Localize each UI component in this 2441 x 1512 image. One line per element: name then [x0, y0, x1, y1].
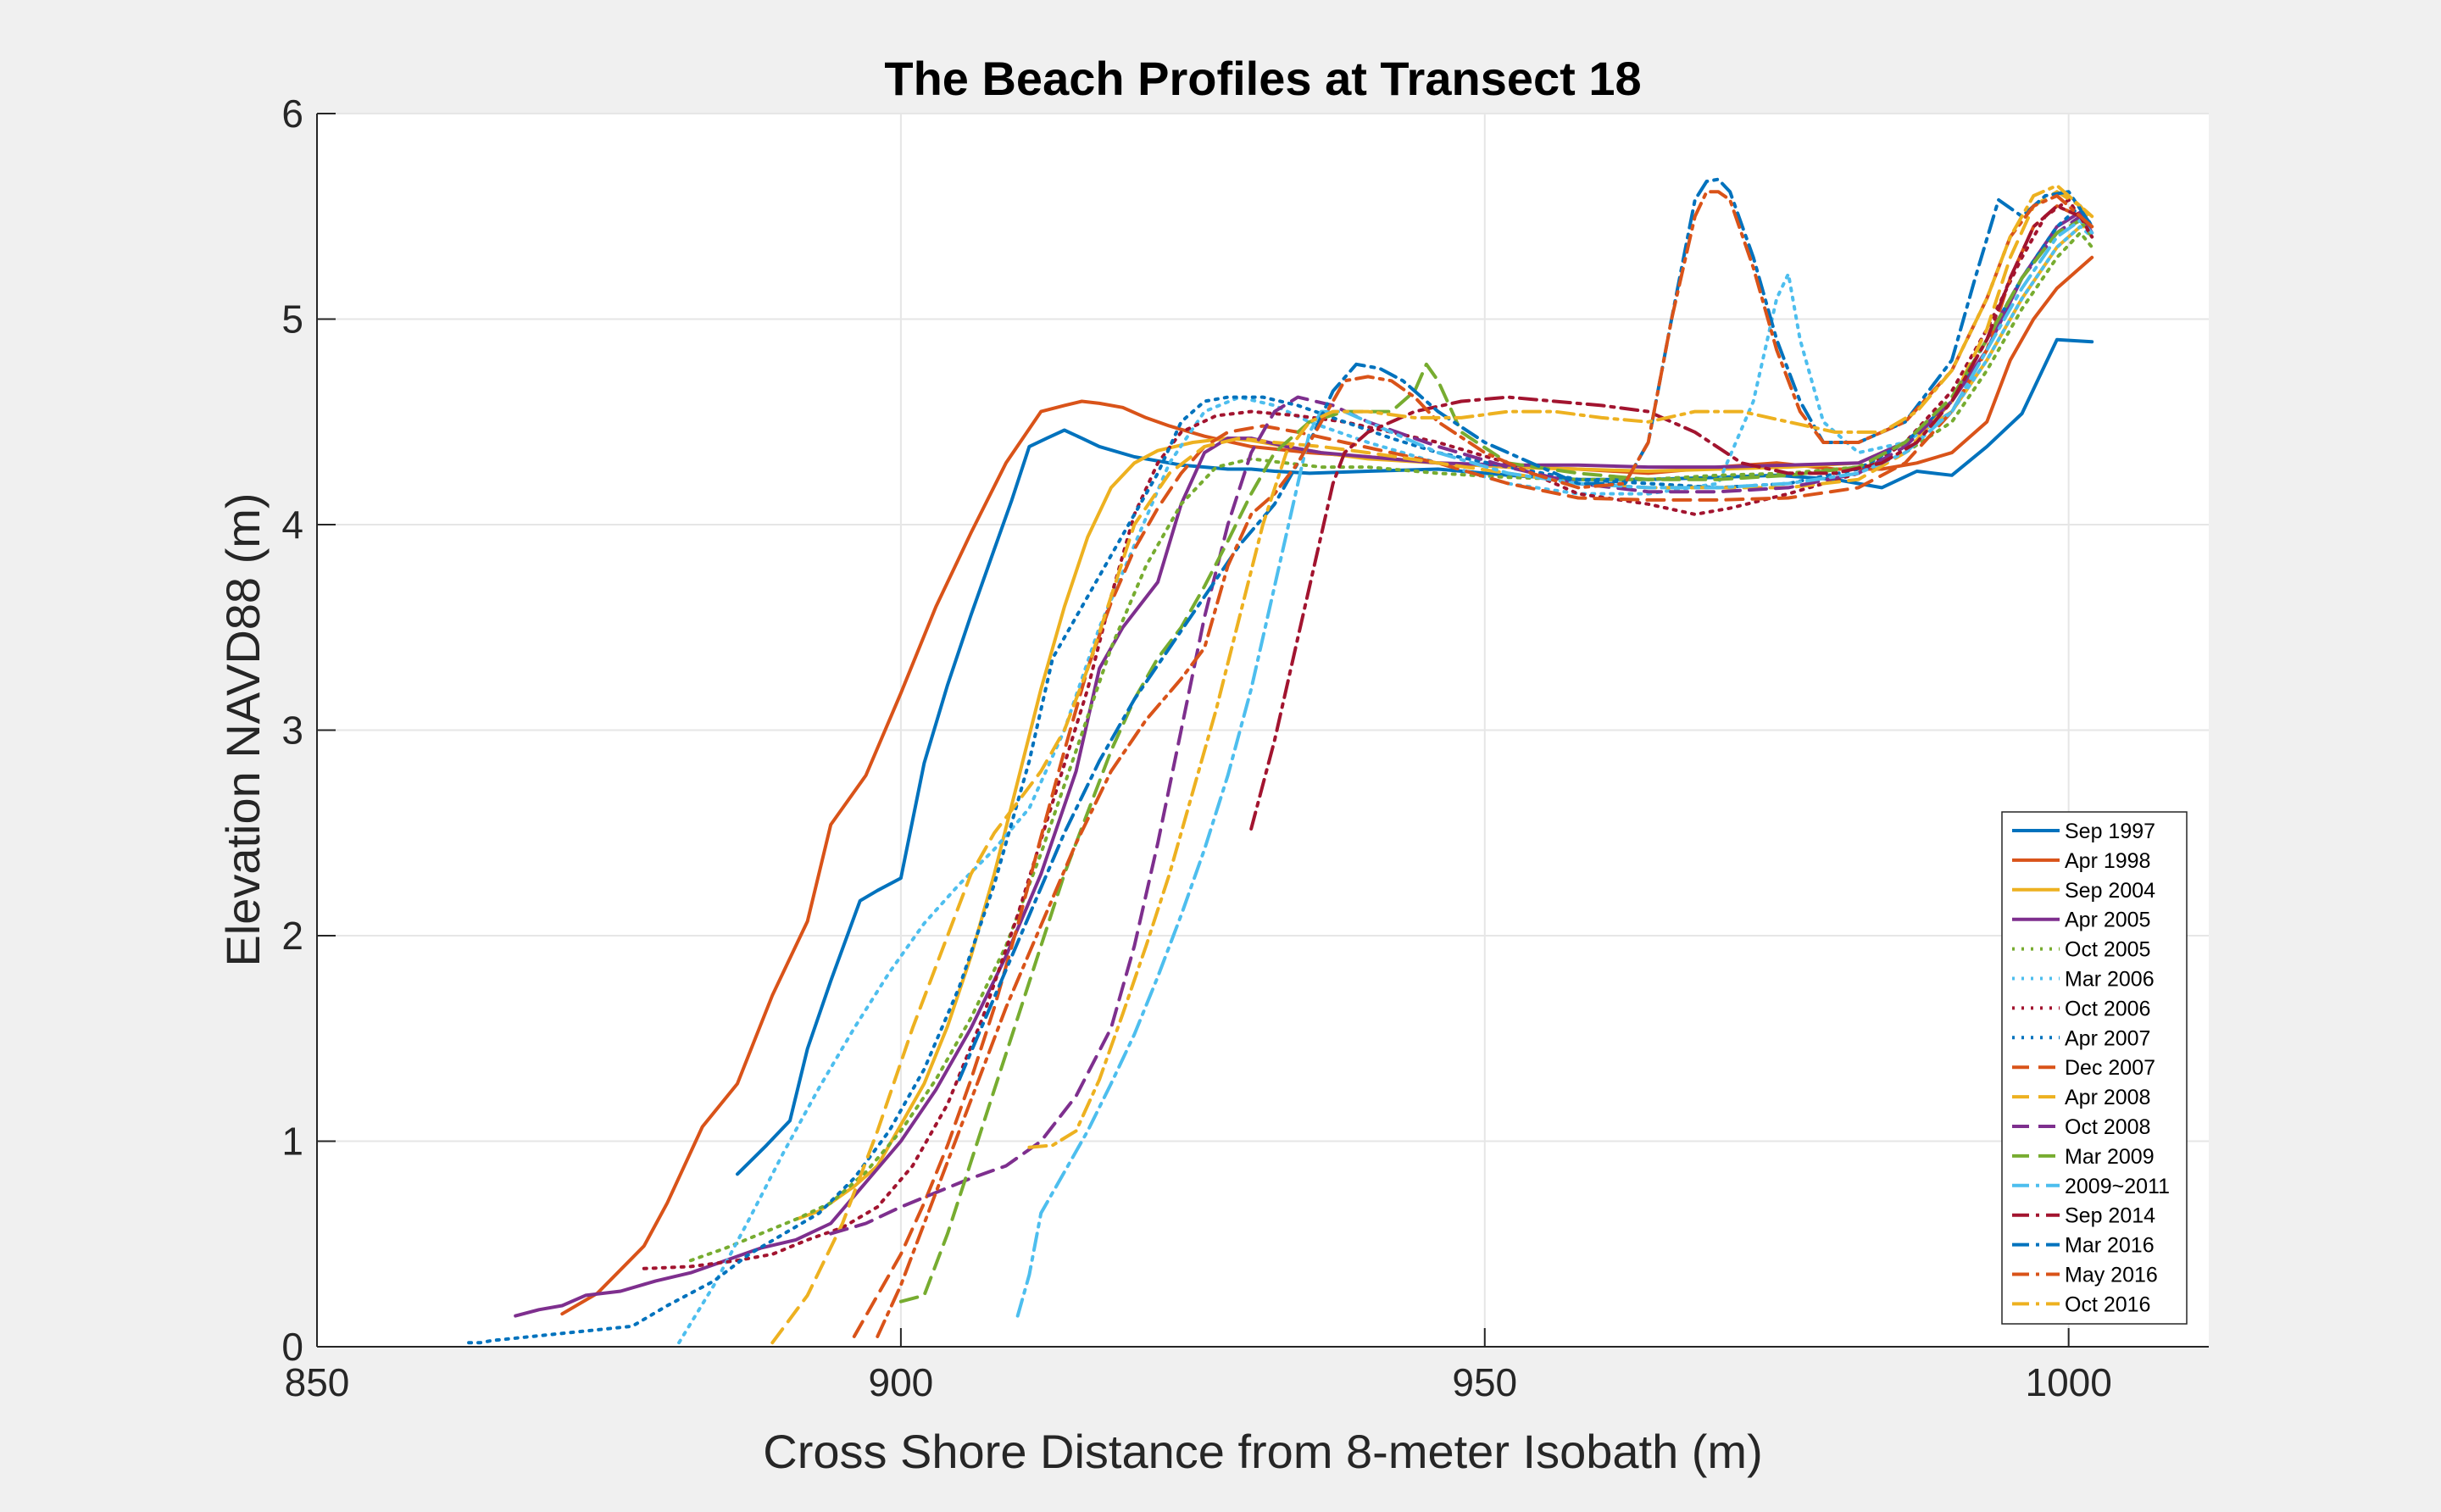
series-line: [957, 177, 2094, 1081]
x-tick-label: 850: [285, 1360, 350, 1404]
chart-title: The Beach Profiles at Transect 18: [884, 52, 1641, 105]
legend-label: Oct 2008: [2065, 1115, 2150, 1139]
y-axis-label: Elevation NAVD88 (m): [216, 492, 270, 966]
y-tick-label: 6: [281, 92, 303, 136]
legend-label: Apr 2008: [2065, 1086, 2150, 1109]
legend-label: Apr 1998: [2065, 849, 2150, 873]
legend-label: May 2016: [2065, 1264, 2158, 1287]
series-line: [876, 190, 2094, 1338]
series-line: [1015, 219, 2094, 1318]
series-line: [560, 255, 2094, 1316]
legend-label: Mar 2016: [2065, 1234, 2155, 1258]
y-tick-label: 1: [281, 1120, 303, 1164]
legend-label: 2009~2011: [2065, 1175, 2170, 1198]
y-tick-label: 4: [281, 503, 303, 547]
y-tick-label: 3: [281, 709, 303, 753]
series-line: [1249, 204, 2094, 831]
legend-label: Sep 1997: [2065, 820, 2155, 843]
legend-label: Sep 2014: [2065, 1204, 2155, 1228]
y-tick-label: 0: [281, 1325, 303, 1369]
y-tick-label: 5: [281, 297, 303, 342]
legend: Sep 1997 Apr 1998 Sep 2004 Apr 2005 Oct 2005…: [2001, 811, 2188, 1325]
legend-label: Apr 2005: [2065, 909, 2150, 932]
legend-label: Apr 2007: [2065, 1026, 2150, 1050]
series-line: [829, 214, 2094, 1236]
x-tick-label: 1000: [2025, 1360, 2111, 1404]
x-axis-label: Cross Shore Distance from 8-meter Isobat…: [763, 1425, 1762, 1478]
legend-label: Dec 2007: [2065, 1056, 2155, 1080]
legend-label: Sep 2004: [2065, 879, 2155, 903]
x-tick-label: 950: [1452, 1360, 1517, 1404]
legend-label: Oct 2005: [2065, 938, 2150, 962]
legend-box: [2001, 811, 2188, 1325]
x-tick-label: 900: [869, 1360, 934, 1404]
legend-label: Mar 2009: [2065, 1145, 2155, 1169]
y-tick-label: 2: [281, 914, 303, 958]
legend-label: Oct 2006: [2065, 997, 2150, 1020]
series-line: [1027, 183, 2094, 1149]
legend-label: Oct 2016: [2065, 1292, 2150, 1316]
series-line: [677, 225, 2094, 1345]
ticks: 850 900 950 1000 0 1 2 3 4 5 6: [281, 92, 2111, 1404]
legend-label: Mar 2006: [2065, 968, 2155, 992]
series-lines: [467, 177, 2094, 1345]
